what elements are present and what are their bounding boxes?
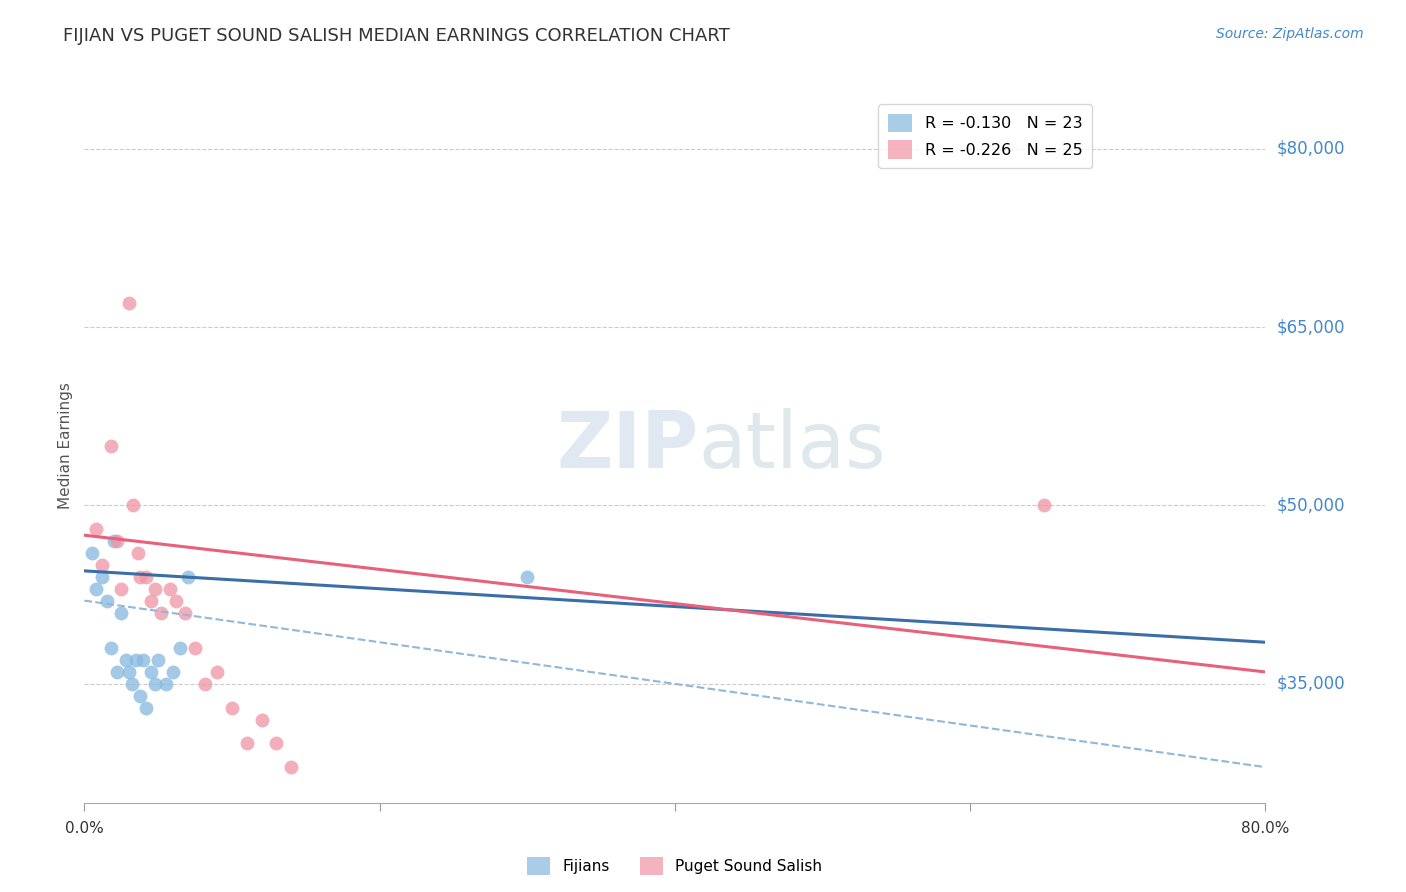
Point <box>280 760 302 774</box>
Point <box>155 677 177 691</box>
Text: 80.0%: 80.0% <box>1241 821 1289 836</box>
Point <box>80 546 103 560</box>
Point <box>250 713 273 727</box>
Point <box>194 677 217 691</box>
Legend: R = -0.130   N = 23, R = -0.226   N = 25: R = -0.130 N = 23, R = -0.226 N = 25 <box>879 104 1092 169</box>
Point <box>139 593 162 607</box>
Text: $35,000: $35,000 <box>1277 675 1346 693</box>
Point <box>162 665 184 679</box>
Point <box>150 606 173 620</box>
Point <box>129 570 152 584</box>
Point <box>100 641 122 656</box>
Point <box>114 653 136 667</box>
Text: atlas: atlas <box>699 408 886 484</box>
Point <box>118 665 141 679</box>
Point <box>96 593 118 607</box>
Point <box>143 582 166 596</box>
Text: FIJIAN VS PUGET SOUND SALISH MEDIAN EARNINGS CORRELATION CHART: FIJIAN VS PUGET SOUND SALISH MEDIAN EARN… <box>63 27 730 45</box>
Point <box>159 582 181 596</box>
Point <box>132 653 155 667</box>
Point <box>135 570 157 584</box>
Point <box>235 736 259 750</box>
Point <box>169 641 191 656</box>
Text: $65,000: $65,000 <box>1277 318 1346 336</box>
Point <box>129 689 152 703</box>
Text: Source: ZipAtlas.com: Source: ZipAtlas.com <box>1216 27 1364 41</box>
Point <box>148 653 170 667</box>
Point <box>105 665 128 679</box>
Text: 0.0%: 0.0% <box>65 821 104 836</box>
Text: $50,000: $50,000 <box>1277 497 1346 515</box>
Point <box>91 570 114 584</box>
Point <box>118 296 141 310</box>
Point <box>103 534 125 549</box>
Point <box>110 582 132 596</box>
Point <box>84 522 107 536</box>
Point <box>122 499 145 513</box>
Point <box>264 736 288 750</box>
Point <box>135 700 157 714</box>
Y-axis label: Median Earnings: Median Earnings <box>58 383 73 509</box>
Point <box>516 570 538 584</box>
Point <box>91 558 114 572</box>
Point <box>100 439 122 453</box>
Point <box>105 534 128 549</box>
Text: $80,000: $80,000 <box>1277 140 1346 158</box>
Point <box>84 582 107 596</box>
Point <box>1032 499 1054 513</box>
Point <box>165 593 187 607</box>
Point <box>184 641 207 656</box>
Point <box>143 677 166 691</box>
Point <box>127 546 149 560</box>
Point <box>205 665 228 679</box>
Point <box>125 653 148 667</box>
Point <box>139 665 162 679</box>
Point <box>173 606 195 620</box>
Point <box>177 570 200 584</box>
Point <box>221 700 243 714</box>
Text: ZIP: ZIP <box>557 408 699 484</box>
Point <box>110 606 132 620</box>
Point <box>121 677 143 691</box>
